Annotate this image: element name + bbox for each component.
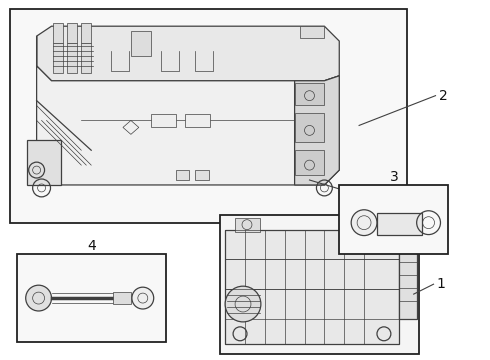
Bar [235,218,260,231]
Bar [185,113,210,127]
Bar [68,23,77,43]
Bar [17,255,166,342]
Circle shape [132,287,154,309]
Bar [294,150,324,175]
Bar [299,26,324,38]
Bar [81,43,91,73]
Circle shape [225,286,261,322]
Bar [196,170,209,180]
Text: 3: 3 [390,170,398,184]
Circle shape [351,210,377,235]
Bar [81,23,91,43]
Bar [377,213,421,235]
Circle shape [25,285,51,311]
Bar [399,239,416,319]
Text: 4: 4 [87,239,96,253]
Bar [26,140,61,185]
Bar [225,289,399,319]
Bar [294,83,324,105]
Bar [68,43,77,73]
Polygon shape [37,26,339,81]
Bar [294,113,324,142]
Bar [175,170,190,180]
Bar [220,215,418,354]
Bar [53,23,63,43]
Text: 1: 1 [437,277,445,291]
Bar [10,9,407,223]
Bar [53,43,63,73]
Polygon shape [294,76,339,185]
Bar [113,292,131,304]
Bar [225,260,399,289]
Bar [225,230,399,344]
Bar [339,185,448,255]
Bar [225,230,399,260]
Bar [151,113,175,127]
Bar [364,218,389,231]
Polygon shape [37,36,339,185]
Text: 2: 2 [440,89,448,103]
Bar [131,31,151,56]
